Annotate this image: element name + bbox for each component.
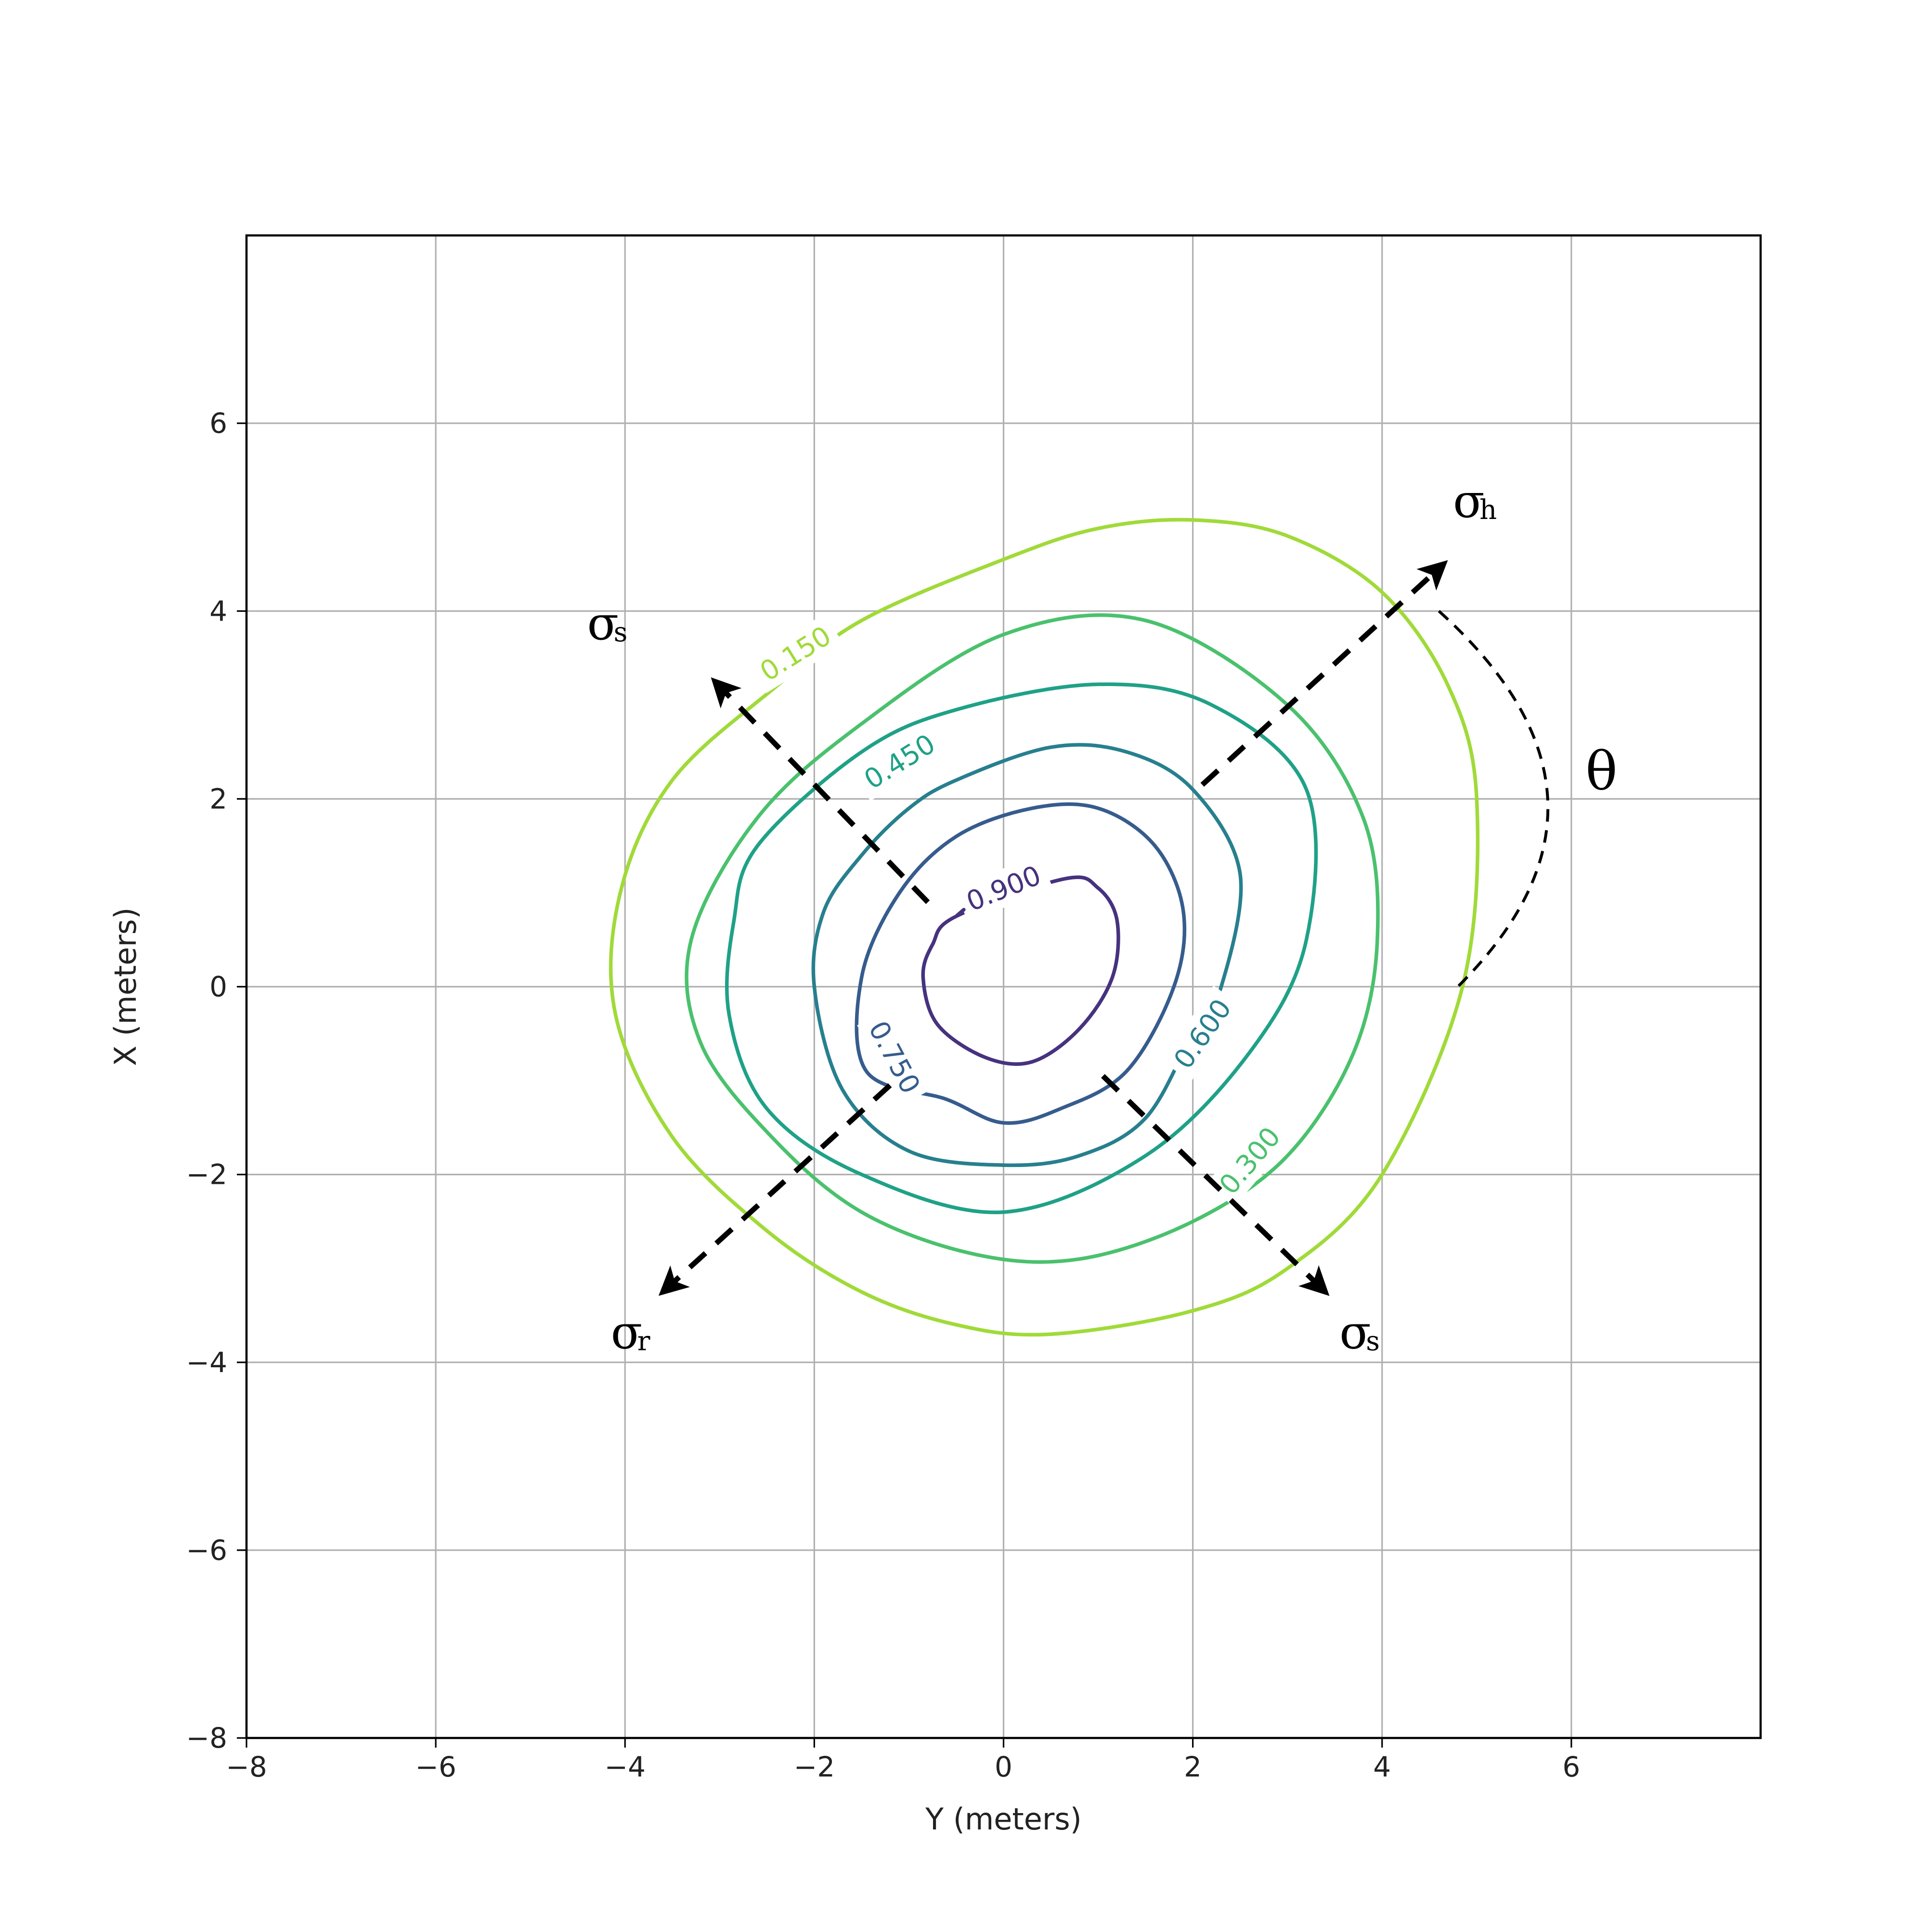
- y-axis-title: X (meters): [108, 908, 143, 1066]
- contour-label-gap: [857, 1008, 933, 1106]
- x-tick-label: −2: [794, 1750, 835, 1783]
- contour-line-0-6: [811, 743, 1243, 1167]
- sigma-subscript-label: r: [637, 1325, 650, 1357]
- contour-line-0-3: [685, 613, 1380, 1264]
- x-tick-label: 6: [1562, 1750, 1580, 1783]
- sigma-subscript-label: s: [614, 617, 628, 648]
- contour-line-0-15: [609, 518, 1480, 1337]
- x-axis-title: Y (meters): [925, 1802, 1082, 1837]
- axis-ticks: −8 −6 −4 −2 0 2 4 6 −8 −6 −4 −2 0 2 4 6: [186, 407, 1581, 1783]
- x-tick-label: −8: [226, 1750, 267, 1783]
- stress-axis-arrow: [658, 1083, 892, 1296]
- contour-label-gap: [1206, 1114, 1293, 1207]
- contour-label-gap: [1161, 985, 1244, 1082]
- y-tick-label: −2: [186, 1158, 228, 1191]
- sigma-symbol-label: σ: [611, 1305, 643, 1359]
- theta-symbol-label: θ: [1585, 740, 1617, 802]
- sigma-symbol-label: σ: [587, 596, 619, 650]
- y-tick-label: 2: [209, 782, 227, 815]
- y-tick-label: 0: [209, 971, 227, 1003]
- theta-angle-arc: [1438, 610, 1550, 988]
- annotation-arrows: [658, 560, 1550, 1296]
- contour-label-gap: [954, 854, 1053, 922]
- stress-axis-arrow: [1200, 560, 1448, 787]
- contour-label-gap: [747, 613, 844, 693]
- x-tick-label: −4: [605, 1750, 646, 1783]
- stress-axis-arrow: [1101, 1074, 1330, 1296]
- y-tick-label: −8: [186, 1722, 228, 1754]
- grid-lines: [246, 235, 1761, 1739]
- sigma-symbol-label: σ: [1453, 474, 1485, 528]
- sigma-subscript-label: h: [1479, 494, 1497, 526]
- x-tick-label: −6: [415, 1750, 456, 1783]
- contour-line-0-9: [954, 908, 966, 918]
- stress-axis-arrow: [711, 677, 930, 904]
- sigma-symbol-label: σ: [1339, 1305, 1371, 1359]
- y-tick-label: −6: [186, 1534, 228, 1567]
- contour-label-gap: [851, 721, 948, 801]
- y-tick-label: −4: [186, 1346, 228, 1379]
- y-tick-label: 4: [209, 595, 227, 627]
- contour-line-0-45: [725, 682, 1318, 1215]
- x-tick-label: 4: [1373, 1750, 1391, 1783]
- x-tick-label: 2: [1184, 1750, 1202, 1783]
- x-tick-label: 0: [995, 1750, 1012, 1783]
- sigma-subscript-label: s: [1366, 1325, 1380, 1357]
- contour-line-0-9: [921, 875, 1120, 1066]
- contour-line-0-75: [855, 802, 1187, 1125]
- y-tick-label: 6: [209, 407, 227, 440]
